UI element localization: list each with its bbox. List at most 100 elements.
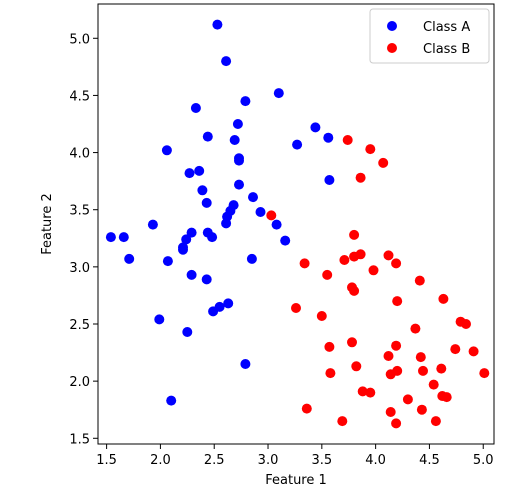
point-class-b-45 bbox=[385, 407, 396, 417]
point-class-a-11 bbox=[184, 168, 195, 179]
point-class-a-15 bbox=[234, 179, 244, 190]
point-class-b-32 bbox=[418, 365, 428, 376]
x-tick-label-6: 4.5 bbox=[419, 453, 440, 468]
point-class-a-44 bbox=[166, 395, 177, 406]
x-tick-label-2: 2.5 bbox=[204, 453, 225, 468]
point-class-b-20 bbox=[316, 311, 327, 321]
point-class-b-9 bbox=[383, 250, 394, 261]
x-tick-label-3: 3.0 bbox=[258, 453, 279, 468]
point-class-b-18 bbox=[438, 293, 449, 304]
point-class-b-2 bbox=[378, 157, 389, 168]
point-class-a-0 bbox=[212, 19, 223, 30]
point-class-a-8 bbox=[229, 135, 240, 145]
point-class-b-39 bbox=[357, 386, 368, 397]
point-class-b-12 bbox=[299, 258, 310, 269]
point-class-b-8 bbox=[339, 255, 350, 265]
point-class-b-29 bbox=[383, 351, 394, 361]
y-tick-label-2: 2.5 bbox=[69, 318, 90, 333]
y-tick-label-4: 3.5 bbox=[69, 204, 90, 219]
point-class-b-34 bbox=[351, 361, 362, 372]
point-class-a-46 bbox=[310, 122, 321, 133]
point-class-b-43 bbox=[441, 392, 452, 403]
x-tick-label-0: 1.5 bbox=[96, 453, 117, 468]
point-class-b-3 bbox=[355, 172, 366, 183]
point-class-a-28 bbox=[147, 219, 158, 230]
point-class-b-38 bbox=[428, 379, 439, 390]
point-class-a-33 bbox=[186, 227, 197, 238]
point-class-b-15 bbox=[349, 285, 360, 296]
y-tick-label-5: 4.0 bbox=[69, 147, 90, 162]
y-tick-label-0: 1.5 bbox=[69, 432, 90, 447]
point-class-a-3 bbox=[273, 88, 284, 99]
point-class-a-20 bbox=[221, 218, 232, 229]
legend: Class A Class B bbox=[369, 8, 490, 64]
point-class-b-7 bbox=[355, 249, 366, 260]
point-class-b-31 bbox=[436, 363, 447, 374]
x-tick-label-4: 3.5 bbox=[311, 453, 332, 468]
point-class-a-2 bbox=[240, 96, 251, 107]
point-class-a-16 bbox=[248, 192, 258, 203]
point-class-b-10 bbox=[391, 258, 402, 269]
point-class-a-35 bbox=[207, 232, 218, 243]
point-class-a-42 bbox=[223, 298, 234, 309]
point-class-b-19 bbox=[291, 303, 301, 313]
point-class-b-24 bbox=[347, 337, 357, 348]
point-class-b-17 bbox=[392, 296, 403, 307]
y-tick-label-6: 4.5 bbox=[69, 89, 90, 104]
legend-label-class-b: Class B bbox=[423, 42, 470, 57]
point-class-a-41 bbox=[214, 301, 225, 312]
point-class-b-11 bbox=[368, 265, 379, 276]
point-class-a-1 bbox=[221, 56, 232, 67]
point-class-b-25 bbox=[324, 341, 335, 352]
y-tick-label-1: 2.0 bbox=[69, 375, 90, 390]
point-class-a-5 bbox=[161, 145, 172, 156]
y-tick-label-7: 5.0 bbox=[69, 32, 90, 47]
point-class-b-16 bbox=[414, 275, 425, 286]
x-tick-label-7: 5.0 bbox=[473, 453, 494, 468]
plot-frame bbox=[97, 3, 495, 445]
y-axis-ticks: 1.5 2.0 2.5 3.0 3.5 4.0 4.5 5.0 bbox=[69, 32, 98, 447]
point-class-a-14 bbox=[201, 197, 212, 208]
x-tick-label-5: 4.0 bbox=[365, 453, 386, 468]
point-class-b-27 bbox=[450, 344, 461, 355]
point-class-a-38 bbox=[154, 314, 165, 325]
point-class-a-22 bbox=[271, 219, 282, 230]
point-class-a-21 bbox=[255, 207, 266, 217]
point-class-a-26 bbox=[118, 232, 129, 243]
x-tick-label-1: 2.0 bbox=[150, 453, 171, 468]
point-class-a-12 bbox=[194, 165, 205, 176]
point-class-a-6 bbox=[202, 131, 213, 142]
point-class-b-46 bbox=[416, 404, 427, 415]
point-class-a-39 bbox=[182, 327, 193, 337]
point-class-b-37 bbox=[479, 368, 490, 379]
point-class-b-26 bbox=[391, 340, 402, 351]
point-class-b-0 bbox=[342, 135, 353, 145]
point-class-b-13 bbox=[322, 269, 333, 280]
point-class-b-40 bbox=[365, 387, 376, 398]
point-class-a-24 bbox=[246, 253, 257, 264]
point-class-b-47 bbox=[337, 416, 348, 427]
point-class-a-36 bbox=[186, 269, 197, 280]
point-class-b-48 bbox=[391, 418, 402, 429]
y-axis-label: Feature 2 bbox=[40, 193, 55, 255]
point-class-a-45 bbox=[292, 139, 303, 150]
y-tick-label-3: 3.0 bbox=[69, 261, 90, 276]
point-class-a-27 bbox=[124, 253, 135, 264]
point-class-b-35 bbox=[385, 369, 396, 380]
point-class-b-49 bbox=[430, 416, 441, 427]
point-class-b-44 bbox=[301, 403, 312, 414]
point-class-b-22 bbox=[461, 319, 471, 329]
point-class-a-43 bbox=[240, 359, 251, 369]
point-class-b-4 bbox=[266, 210, 277, 221]
legend-marker-class-a bbox=[387, 21, 397, 31]
point-class-a-10 bbox=[234, 155, 244, 166]
x-axis-label: Feature 1 bbox=[265, 473, 327, 488]
point-class-b-30 bbox=[415, 352, 426, 363]
point-class-b-28 bbox=[468, 346, 479, 357]
legend-label-class-a: Class A bbox=[423, 20, 470, 35]
point-class-b-1 bbox=[365, 144, 376, 155]
point-class-b-5 bbox=[349, 229, 360, 240]
point-class-a-29 bbox=[162, 256, 173, 267]
